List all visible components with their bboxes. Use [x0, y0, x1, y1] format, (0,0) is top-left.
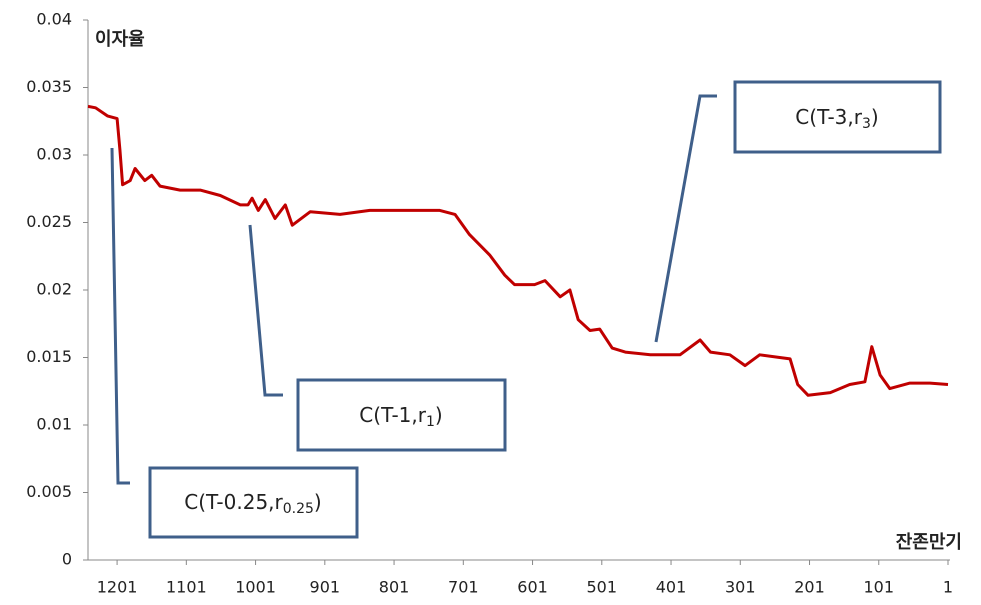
- y-tick-label: 0.025: [26, 212, 72, 231]
- x-tick-label: 501: [587, 578, 618, 597]
- pointer: [110, 147, 130, 485]
- y-axis-title: 이자율: [95, 29, 145, 50]
- callout-text: C(T-1,r: [359, 403, 426, 427]
- y-tick-label: 0.005: [26, 482, 72, 501]
- y-tick-label: 0: [62, 550, 72, 569]
- y-tick-label: 0.04: [36, 10, 72, 29]
- x-tick-label: 1: [943, 578, 953, 597]
- callout-box: [296, 378, 507, 452]
- plot: 00.0050.010.0150.020.0250.030.0350.04120…: [26, 10, 953, 597]
- data-line: [87, 104, 949, 397]
- x-tick-label: 701: [448, 578, 479, 597]
- callout-box: [148, 466, 359, 539]
- x-tick-label: 801: [379, 578, 410, 597]
- callout-suffix: ): [435, 403, 443, 427]
- y-tick-label: 0.02: [36, 280, 72, 299]
- x-tick-label: 301: [725, 578, 756, 597]
- callout-text: C(T-0.25,r: [184, 490, 283, 514]
- callout-subscript: 0.25: [283, 501, 314, 517]
- callout-subscript: 1: [426, 414, 435, 430]
- y-tick-label: 0.035: [26, 77, 72, 96]
- y-tick-label: 0.03: [36, 145, 72, 164]
- y-tick-label: 0.015: [26, 347, 72, 366]
- callout-suffix: ): [314, 490, 322, 514]
- x-tick-label: 201: [794, 578, 825, 597]
- x-tick-label: 101: [863, 578, 894, 597]
- callout-text: C(T-3,r: [795, 105, 862, 129]
- x-tick-label: 1201: [97, 578, 138, 597]
- callout-box: [733, 80, 942, 154]
- x-tick-label: 401: [656, 578, 687, 597]
- callout-label: C(T-0.25,r0.25): [184, 490, 321, 518]
- pointer: [654, 94, 717, 343]
- y-tick-label: 0.01: [36, 415, 72, 434]
- x-tick-label: 1001: [235, 578, 276, 597]
- pointer: [248, 224, 283, 397]
- callout-suffix: ): [871, 105, 879, 129]
- callout-subscript: 3: [862, 116, 871, 132]
- x-tick-label: 1101: [166, 578, 207, 597]
- callout-label: C(T-3,r3): [795, 105, 878, 133]
- x-axis-title: 잔존만기: [896, 532, 962, 553]
- x-tick-label: 601: [517, 578, 548, 597]
- x-tick-label: 901: [310, 578, 341, 597]
- callout-label: C(T-1,r1): [359, 403, 442, 431]
